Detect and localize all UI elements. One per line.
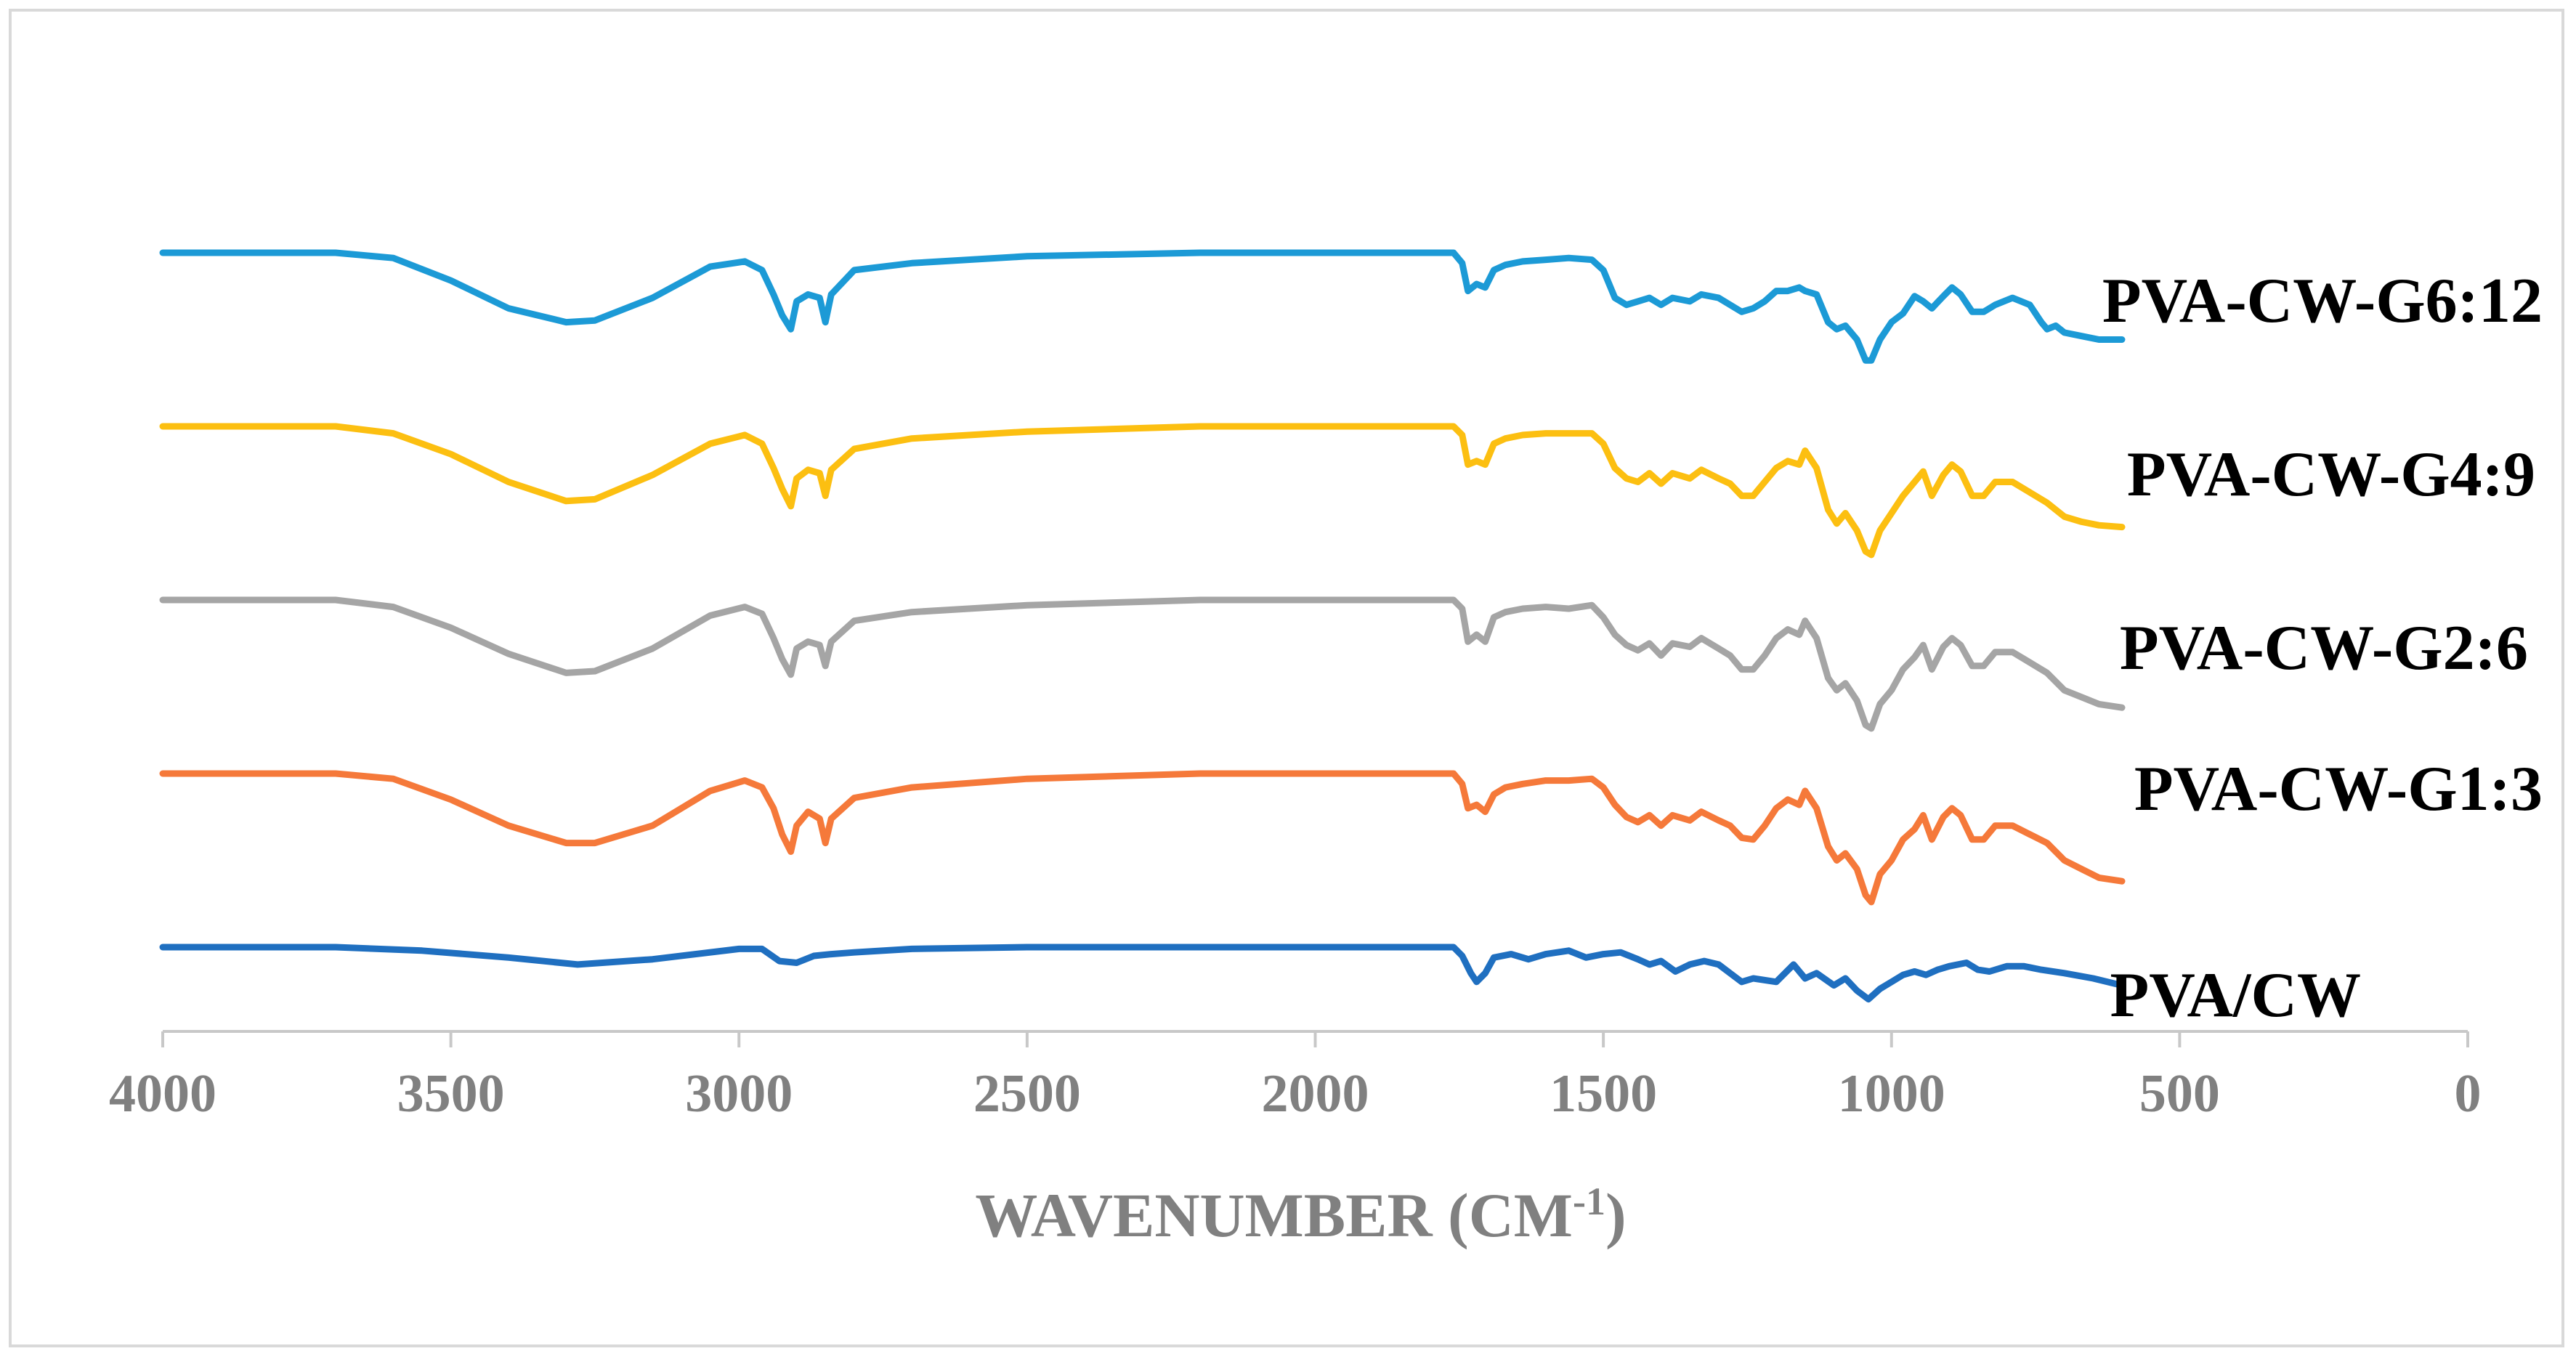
x-tick-label: 1000 bbox=[1838, 1064, 1945, 1124]
series-line-pva-cw-g2-6 bbox=[159, 596, 2126, 732]
x-tick-label: 3500 bbox=[397, 1064, 505, 1124]
x-tick-label: 3000 bbox=[685, 1064, 793, 1124]
x-axis-title-superscript: -1 bbox=[1573, 1180, 1605, 1223]
series-label: PVA-CW-G2:6 bbox=[2120, 613, 2528, 683]
chart-frame bbox=[9, 9, 2564, 1347]
series-label: PVA/CW bbox=[2110, 960, 2361, 1031]
x-tick-label: 1500 bbox=[1550, 1064, 1657, 1124]
series-line-pva-cw-g1-3 bbox=[159, 770, 2126, 906]
series-label: PVA-CW-G6:12 bbox=[2102, 266, 2543, 336]
x-tick-label: 2500 bbox=[973, 1064, 1081, 1124]
series-label: PVA-CW-G1:3 bbox=[2134, 754, 2543, 824]
series-traces bbox=[159, 249, 2126, 1003]
series-line-pva-cw-g6-12 bbox=[159, 249, 2126, 364]
x-tick-label: 4000 bbox=[109, 1064, 216, 1124]
x-axis: 4000 3500 3000 2500 2000 1500 1000 500 0 bbox=[109, 1030, 2482, 1124]
x-axis-title-close: ) bbox=[1605, 1180, 1627, 1250]
series-line-pva-cw-g4-9 bbox=[159, 423, 2126, 559]
x-tick-label: 500 bbox=[2139, 1064, 2220, 1124]
x-tick-label: 2000 bbox=[1262, 1064, 1369, 1124]
series-line-pva-cw bbox=[159, 944, 2126, 1003]
x-axis-title: WAVENUMBER (CM-1) bbox=[975, 1180, 1626, 1250]
series-labels: PVA/CW PVA-CW-G1:3 PVA-CW-G2:6 PVA-CW-G4:9 P… bbox=[2102, 266, 2543, 1031]
series-label: PVA-CW-G4:9 bbox=[2127, 439, 2535, 510]
x-axis-title-main: WAVENUMBER (CM bbox=[975, 1180, 1573, 1250]
x-tick-label: 0 bbox=[2455, 1064, 2482, 1124]
